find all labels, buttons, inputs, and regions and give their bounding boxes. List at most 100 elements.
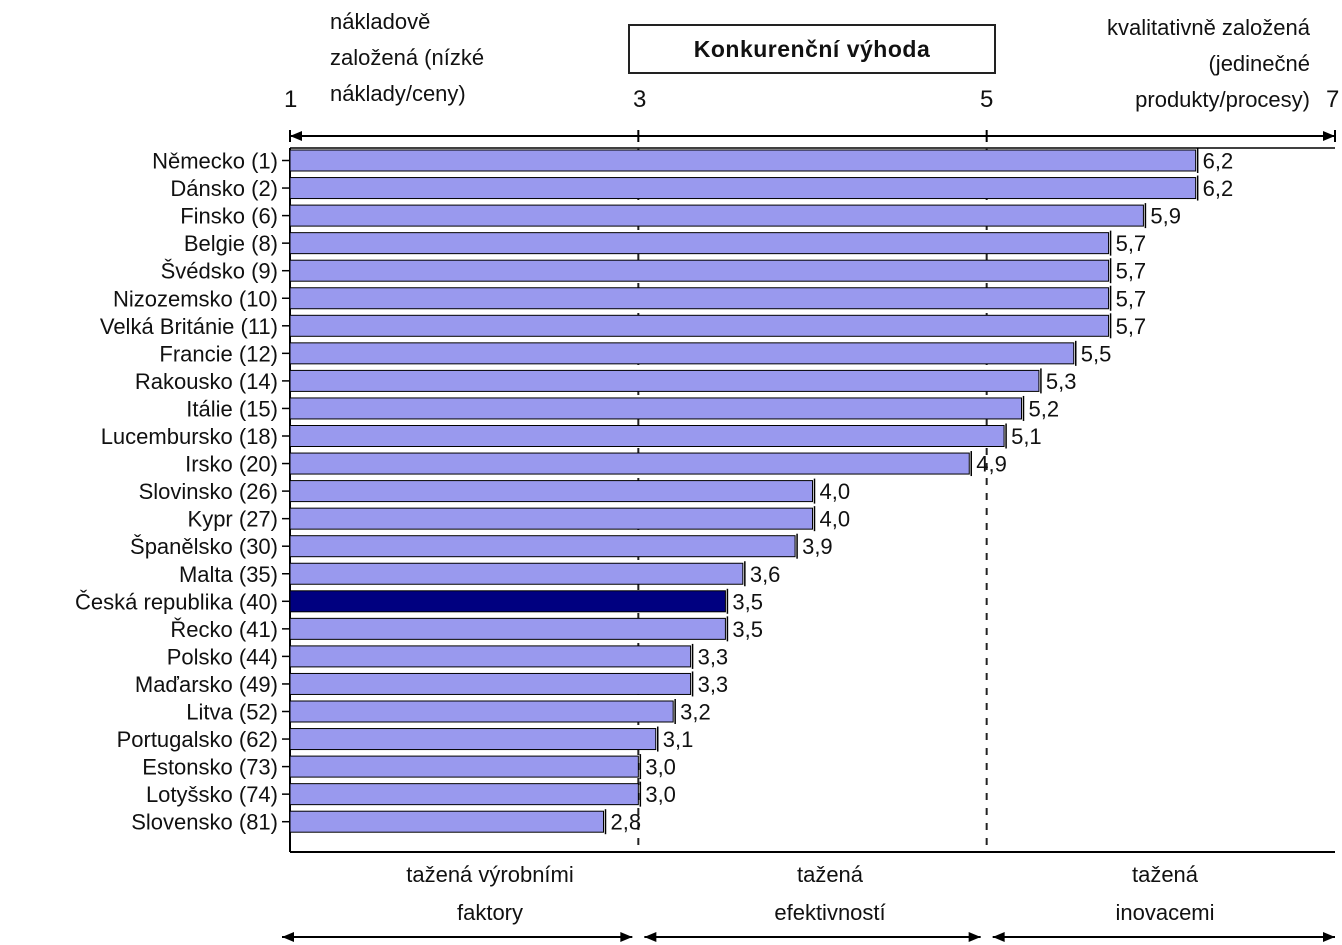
section-arrow-innovation-head-left xyxy=(992,932,1005,942)
chart-title-text: Konkurenční výhoda xyxy=(693,35,931,62)
section-innovation-line-1: tažená xyxy=(1131,862,1199,887)
bar-22 xyxy=(289,755,639,778)
category-label-15: Malta (35) xyxy=(179,562,278,587)
header-right-line-1: kvalitativně založená xyxy=(1106,15,1310,40)
value-label-15: 3,6 xyxy=(750,562,781,587)
bar-19 xyxy=(289,672,692,695)
bar-0 xyxy=(289,149,1197,172)
category-label-8: Rakousko (14) xyxy=(135,369,278,394)
scale-label-7: 7 xyxy=(1326,86,1340,113)
bar-9 xyxy=(289,397,1022,420)
category-label-6: Velká Británie (11) xyxy=(100,314,278,339)
bar-17 xyxy=(289,617,726,640)
scale-arrow-head-left xyxy=(290,131,302,141)
category-label-17: Řecko (41) xyxy=(170,617,278,642)
scale-label-3: 3 xyxy=(633,86,647,113)
category-label-19: Maďarsko (49) xyxy=(135,672,278,697)
section-efficiency-line-1: tažená xyxy=(796,862,864,887)
category-label-7: Francie (12) xyxy=(159,341,278,366)
category-label-22: Estonsko (73) xyxy=(142,755,278,780)
bar-10 xyxy=(289,425,1005,447)
bar-2 xyxy=(289,204,1144,227)
value-label-12: 4,0 xyxy=(820,479,851,504)
header-left-line-3: náklady/ceny) xyxy=(330,81,466,106)
value-label-13: 4,0 xyxy=(820,507,851,532)
bar-23 xyxy=(289,783,639,806)
category-label-20: Litva (52) xyxy=(186,700,278,725)
bar-24 xyxy=(289,810,604,833)
category-label-23: Lotyšsko (74) xyxy=(146,782,278,807)
value-label-14: 3,9 xyxy=(802,534,833,559)
value-label-24: 2,8 xyxy=(611,810,642,835)
section-efficiency-driven: tažená efektivností xyxy=(680,856,980,932)
section-efficiency-line-2: efektivností xyxy=(774,900,886,925)
category-label-21: Portugalsko (62) xyxy=(117,727,278,752)
section-arrow-efficiency-head-right xyxy=(968,932,981,942)
bar-8 xyxy=(289,369,1040,392)
value-label-6: 5,7 xyxy=(1116,314,1147,339)
category-label-10: Lucembursko (18) xyxy=(101,424,278,449)
category-label-3: Belgie (8) xyxy=(184,231,278,256)
chart-title: Konkurenční výhoda xyxy=(628,24,996,74)
bar-5 xyxy=(289,287,1110,310)
category-label-14: Španělsko (30) xyxy=(130,534,278,559)
value-label-19: 3,3 xyxy=(698,672,729,697)
category-label-12: Slovinsko (26) xyxy=(139,479,278,504)
bar-6 xyxy=(289,314,1110,337)
category-label-5: Nizozemsko (10) xyxy=(113,286,278,311)
header-right-line-2: (jedinečné xyxy=(1208,51,1310,76)
value-label-9: 5,2 xyxy=(1029,396,1060,421)
category-label-4: Švédsko (9) xyxy=(161,259,278,284)
bar-16 xyxy=(289,590,726,613)
section-innovation-driven: tažená inovacemi xyxy=(1015,856,1315,932)
bar-12 xyxy=(289,480,813,503)
section-innovation-line-2: inovacemi xyxy=(1115,900,1215,925)
value-label-18: 3,3 xyxy=(698,644,729,669)
category-label-2: Finsko (6) xyxy=(180,204,278,229)
scale-label-5: 5 xyxy=(980,86,994,113)
value-label-4: 5,7 xyxy=(1116,259,1147,284)
bar-3 xyxy=(289,232,1110,255)
category-label-16: Česká republika (40) xyxy=(75,589,278,614)
bar-14 xyxy=(289,535,796,558)
bar-1 xyxy=(289,177,1197,200)
category-label-13: Kypr (27) xyxy=(188,507,278,532)
value-label-22: 3,0 xyxy=(645,755,676,780)
value-label-1: 6,2 xyxy=(1203,176,1234,201)
value-label-16: 3,5 xyxy=(732,589,763,614)
bar-20 xyxy=(289,700,674,723)
bar-18 xyxy=(289,645,692,668)
value-label-17: 3,5 xyxy=(732,617,763,642)
value-label-3: 5,7 xyxy=(1116,231,1147,256)
section-arrow-innovation-head-right xyxy=(1323,932,1335,942)
category-label-18: Polsko (44) xyxy=(167,644,278,669)
header-left-line-1: nákladově xyxy=(330,9,431,34)
bar-13 xyxy=(289,507,813,530)
section-factor-driven: tažená výrobními faktory xyxy=(340,856,640,932)
bar-21 xyxy=(289,728,657,751)
category-label-9: Itálie (15) xyxy=(186,396,278,421)
value-label-8: 5,3 xyxy=(1046,369,1077,394)
section-factor-line-1: tažená výrobními xyxy=(406,862,574,887)
section-arrow-factor-head-right xyxy=(620,932,633,942)
scale-label-1: 1 xyxy=(284,86,298,113)
value-label-21: 3,1 xyxy=(663,727,694,752)
category-label-0: Německo (1) xyxy=(152,149,278,174)
category-label-24: Slovensko (81) xyxy=(131,810,278,835)
category-label-1: Dánsko (2) xyxy=(170,176,278,201)
bar-15 xyxy=(289,562,744,585)
category-label-11: Irsko (20) xyxy=(185,452,278,477)
header-left-line-2: založená (nízké xyxy=(330,45,485,70)
value-label-5: 5,7 xyxy=(1116,286,1147,311)
value-label-2: 5,9 xyxy=(1150,204,1181,229)
section-factor-line-2: faktory xyxy=(456,900,524,925)
section-arrow-efficiency-head-left xyxy=(644,932,657,942)
value-label-23: 3,0 xyxy=(645,782,676,807)
bar-4 xyxy=(289,259,1110,282)
header-right-line-3: produkty/procesy) xyxy=(1135,87,1310,112)
scale-arrow-head-right xyxy=(1323,131,1335,141)
bar-7 xyxy=(289,342,1075,365)
value-label-0: 6,2 xyxy=(1203,149,1234,174)
